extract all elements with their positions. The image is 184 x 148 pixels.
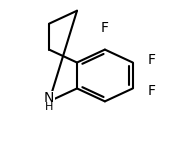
Text: F: F <box>148 53 155 67</box>
Text: H: H <box>45 102 53 112</box>
Text: F: F <box>148 84 155 98</box>
Text: F: F <box>101 21 109 35</box>
Text: N: N <box>44 91 54 105</box>
